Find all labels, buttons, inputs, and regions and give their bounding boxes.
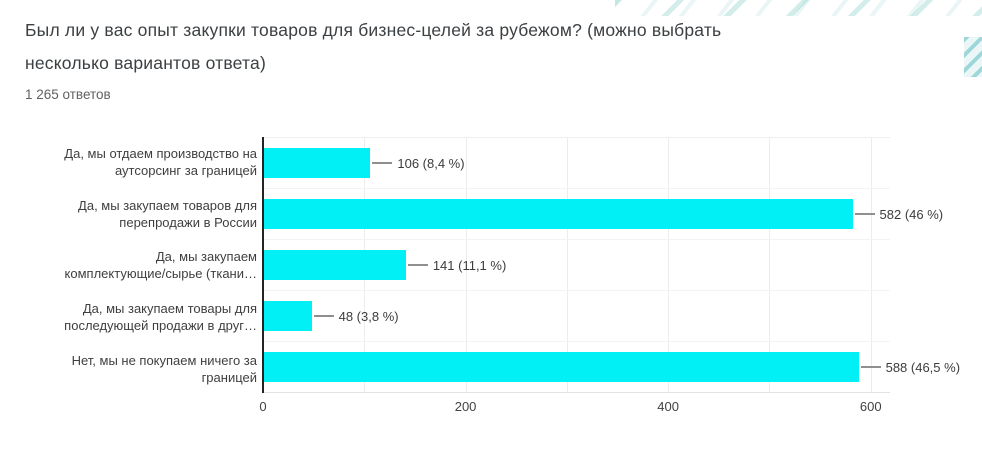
bar-components: [263, 250, 406, 280]
category-label-line: Нет, мы не покупаем ничего за: [71, 353, 257, 368]
callout-line: [860, 366, 881, 368]
category-label-line: последующей продажи в друг…: [64, 318, 257, 333]
bar-row: 141 (11,1 %): [263, 240, 890, 291]
question-title: Был ли у вас опыт закупки товаров для би…: [25, 14, 895, 80]
category-label-line: границей: [201, 370, 257, 385]
bar-none: [263, 352, 859, 382]
category-label: Да, мы закупаем товары для последующей п…: [0, 300, 257, 334]
bar-row: 48 (3,8 %): [263, 291, 890, 342]
bar-resale-other: [263, 301, 312, 331]
responses-count: 1 265 ответов: [25, 87, 111, 102]
callout-line: [407, 264, 428, 266]
category-label: Нет, мы не покупаем ничего за границей: [0, 352, 257, 386]
bar-outsourcing: [263, 148, 371, 178]
bar-value-label: 588 (46,5 %): [885, 359, 961, 375]
x-tick-label: 0: [259, 399, 267, 414]
bar-value-label: 582 (46 %): [879, 206, 944, 222]
category-label: Да, мы отдаем производство на аутсорсинг…: [0, 145, 257, 179]
bar-rows: 106 (8,4 %) 582 (46 %) 141 (11,1 %) 48 (…: [263, 138, 960, 392]
x-gridline: [668, 138, 670, 392]
callout-line: [854, 213, 875, 215]
x-gridline: [465, 138, 467, 392]
bar-resale-russia: [263, 199, 853, 229]
bar-value-label: 106 (8,4 %): [397, 155, 465, 171]
category-label-line: комплектующие/сырье (ткани…: [64, 266, 257, 281]
x-tick-label: 600: [859, 399, 882, 414]
x-axis-ticks: 0 200 400 600: [259, 399, 890, 417]
y-axis-line: [262, 137, 264, 393]
category-label-line: перепродажи в России: [119, 215, 257, 230]
question-title-line: Был ли у вас опыт закупки товаров для би…: [25, 20, 722, 40]
decor-stripes-right: [964, 37, 982, 77]
category-label-line: Да, мы закупаем товаров для: [78, 198, 257, 213]
category-label: Да, мы закупаем комплектующие/сырье (тка…: [0, 248, 257, 282]
decor-stripes-top: [615, 0, 982, 16]
x-tick-label: 400: [657, 399, 680, 414]
category-label-line: Да, мы закупаем: [155, 249, 257, 264]
question-title-line: несколько вариантов ответа): [25, 53, 266, 73]
bar-value-label: 48 (3,8 %): [338, 308, 399, 324]
category-label-line: Да, мы отдаем производство на: [64, 146, 257, 161]
x-gridline: [870, 138, 872, 392]
x-gridline: [566, 138, 568, 392]
plot-area: 106 (8,4 %) 582 (46 %) 141 (11,1 %) 48 (…: [262, 137, 960, 393]
callout-line: [372, 162, 393, 164]
bar-row: 106 (8,4 %): [263, 138, 890, 189]
bar-value-label: 141 (11,1 %): [432, 257, 507, 273]
category-label: Да, мы закупаем товаров для перепродажи …: [0, 197, 257, 231]
bar-row: 582 (46 %): [263, 189, 943, 240]
callout-line: [313, 315, 334, 317]
category-label-line: Да, мы закупаем товары для: [82, 301, 257, 316]
x-gridline: [769, 138, 771, 392]
x-tick-label: 200: [454, 399, 477, 414]
bar-row: 588 (46,5 %): [263, 342, 960, 392]
category-label-line: аутсорсинг за границей: [114, 163, 257, 178]
